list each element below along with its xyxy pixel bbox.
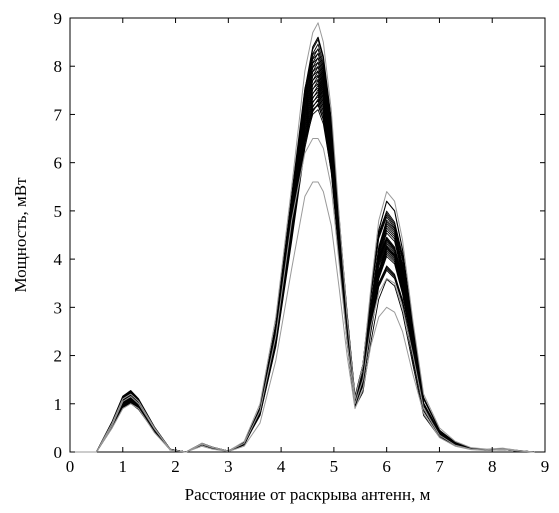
x-tick-label: 4 [277, 457, 286, 476]
series-line [70, 104, 535, 453]
y-tick-label: 6 [54, 154, 63, 173]
x-tick-label: 9 [541, 457, 550, 476]
x-tick-label: 7 [435, 457, 444, 476]
y-tick-label: 8 [54, 57, 63, 76]
y-tick-label: 7 [54, 105, 63, 124]
x-tick-label: 3 [224, 457, 233, 476]
x-tick-label: 1 [119, 457, 128, 476]
y-ticks: 0 1 2 3 4 5 6 7 8 9 [54, 9, 545, 462]
series-line [70, 36, 535, 453]
plot-area [69, 17, 546, 453]
y-tick-label: 1 [54, 395, 63, 414]
x-tick-label: 0 [66, 457, 75, 476]
series-line [70, 43, 535, 453]
x-tick-label: 6 [382, 457, 391, 476]
series-line-gray [70, 181, 535, 453]
series-layer [70, 22, 535, 453]
x-tick-label: 8 [488, 457, 497, 476]
series-line [70, 39, 535, 453]
x-tick-label: 2 [171, 457, 180, 476]
y-tick-label: 0 [54, 443, 63, 462]
x-tick-label: 5 [330, 457, 339, 476]
y-tick-label: 2 [54, 347, 63, 366]
y-tick-label: 4 [54, 250, 63, 269]
y-tick-label: 3 [54, 298, 63, 317]
x-axis-label: Расстояние от раскрыва антенн, м [185, 485, 431, 504]
series-line-gray [70, 22, 535, 453]
y-tick-label: 5 [54, 202, 63, 221]
y-tick-label: 9 [54, 9, 63, 28]
y-axis-label: Мощность, мВт [11, 177, 30, 293]
series-line-gray [70, 138, 535, 453]
x-ticks: 0 1 2 3 4 5 6 7 8 9 [66, 18, 550, 476]
